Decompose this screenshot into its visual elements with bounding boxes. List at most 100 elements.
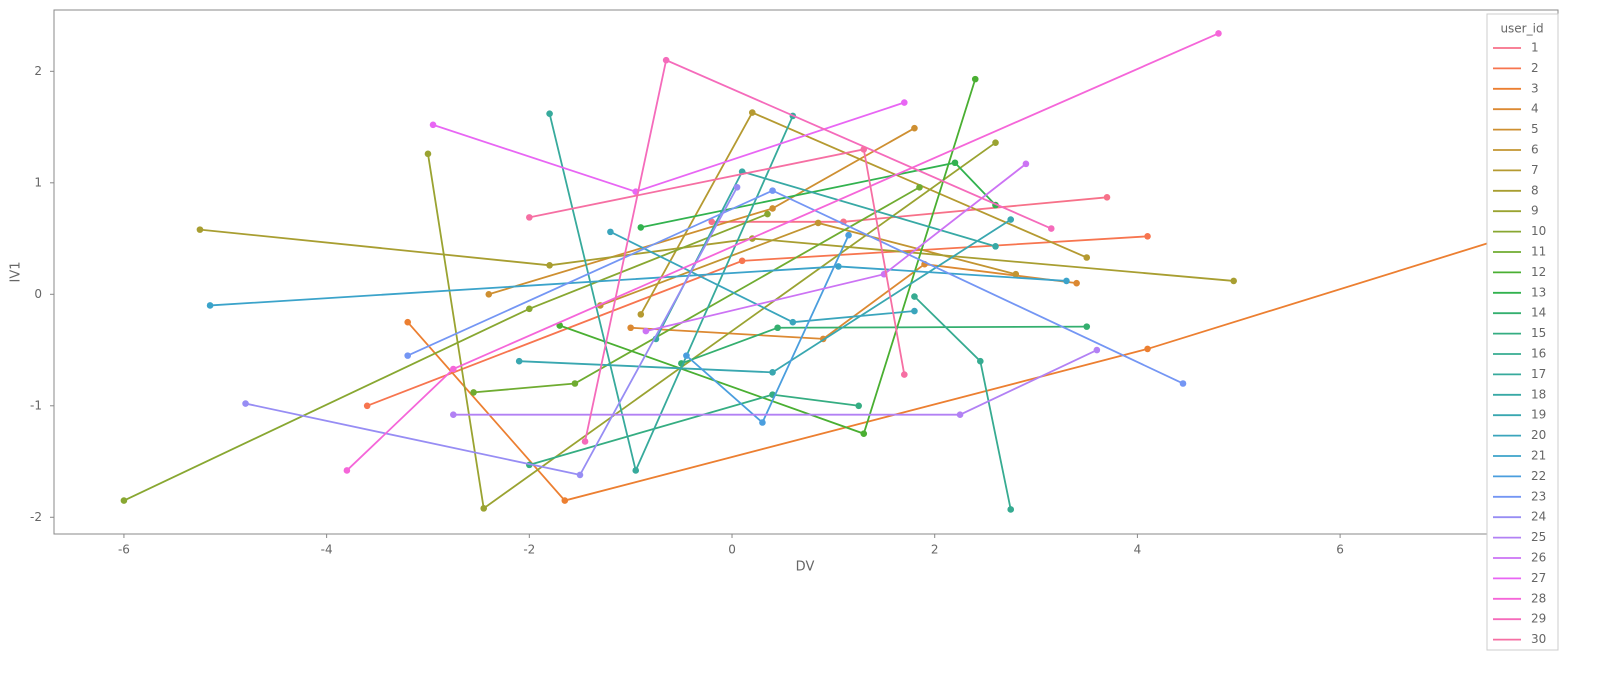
legend-label: 11	[1531, 245, 1546, 259]
point	[642, 327, 650, 335]
series-line	[407, 241, 1493, 502]
legend-label: 29	[1531, 612, 1546, 626]
x-tick-label: 2	[931, 543, 939, 557]
legend-label: 28	[1531, 591, 1546, 605]
point	[977, 357, 984, 365]
point	[404, 352, 412, 359]
point	[855, 402, 863, 410]
legend-label: 10	[1531, 224, 1546, 238]
point	[242, 400, 249, 407]
legend-label: 30	[1531, 632, 1546, 646]
point	[343, 467, 351, 474]
plot-frame	[53, 9, 1559, 535]
point	[424, 150, 432, 158]
point	[1012, 270, 1020, 278]
legend-label: 21	[1531, 449, 1546, 463]
point	[1179, 380, 1187, 387]
y-tick-label: -1	[30, 398, 42, 412]
series-line	[529, 393, 859, 466]
legend-box	[1486, 13, 1559, 651]
series-line	[681, 325, 1087, 365]
legend-title: user_id	[1500, 22, 1543, 36]
point	[1144, 345, 1151, 353]
point	[733, 183, 741, 191]
point	[769, 369, 776, 376]
point	[835, 263, 842, 270]
series-line	[453, 349, 1098, 416]
point	[1022, 160, 1030, 168]
legend-label: 9	[1531, 204, 1539, 218]
point	[546, 110, 553, 117]
x-tick-label: -6	[118, 543, 130, 557]
series-line	[427, 141, 997, 510]
y-tick-label: 2	[34, 64, 42, 78]
point	[1144, 233, 1151, 240]
point	[546, 262, 553, 269]
point	[911, 124, 918, 132]
point	[637, 311, 645, 318]
point	[526, 305, 533, 313]
legend-label: 14	[1531, 306, 1546, 320]
point	[632, 467, 640, 474]
legend-label: 23	[1531, 489, 1546, 503]
legend-label: 20	[1531, 428, 1546, 442]
legend-label: 25	[1531, 530, 1546, 544]
series-line	[123, 213, 768, 502]
point	[1007, 506, 1015, 513]
point	[571, 380, 579, 387]
point	[1063, 277, 1070, 285]
legend-label: 13	[1531, 285, 1546, 299]
series-line	[913, 295, 1012, 510]
point	[683, 352, 690, 359]
x-tick-label: -2	[523, 543, 535, 557]
point	[769, 187, 776, 194]
point	[526, 214, 533, 221]
point	[860, 146, 868, 153]
y-tick-label: -2	[30, 510, 42, 524]
point	[1007, 216, 1015, 223]
legend-label: 17	[1531, 367, 1546, 381]
y-tick-label: 0	[34, 287, 42, 301]
point	[911, 293, 918, 300]
legend-label: 8	[1531, 183, 1539, 197]
legend-label: 26	[1531, 551, 1546, 565]
point	[450, 365, 457, 373]
point	[404, 318, 412, 326]
point	[916, 183, 923, 191]
point	[951, 159, 959, 167]
point	[627, 324, 634, 332]
point	[450, 411, 457, 419]
legend-label: 19	[1531, 408, 1546, 422]
legend-label: 7	[1531, 163, 1539, 177]
point	[485, 290, 493, 298]
point	[738, 257, 746, 265]
y-tick-label: 1	[34, 175, 42, 189]
legend-label: 1	[1531, 41, 1539, 55]
point	[1083, 323, 1091, 330]
point	[662, 56, 670, 64]
point	[363, 402, 371, 410]
point	[911, 307, 918, 315]
point	[120, 497, 128, 504]
point	[1093, 346, 1101, 354]
legend-label: 15	[1531, 326, 1546, 340]
legend-label: 4	[1531, 102, 1539, 116]
point	[956, 411, 964, 419]
point	[576, 471, 584, 479]
legend-label: 27	[1531, 571, 1546, 585]
point	[971, 75, 979, 83]
y-axis-label: IV1	[9, 262, 24, 283]
series-line	[488, 127, 915, 296]
point	[637, 224, 645, 231]
point	[992, 139, 999, 146]
point	[196, 226, 204, 233]
point	[1073, 279, 1080, 287]
legend-label: 6	[1531, 143, 1539, 157]
legend-label: 2	[1531, 61, 1539, 75]
series-line	[245, 186, 738, 476]
series-line	[630, 263, 1077, 340]
plot-area	[120, 30, 1496, 513]
series-line	[210, 265, 1067, 307]
legend-label: 5	[1531, 122, 1539, 136]
